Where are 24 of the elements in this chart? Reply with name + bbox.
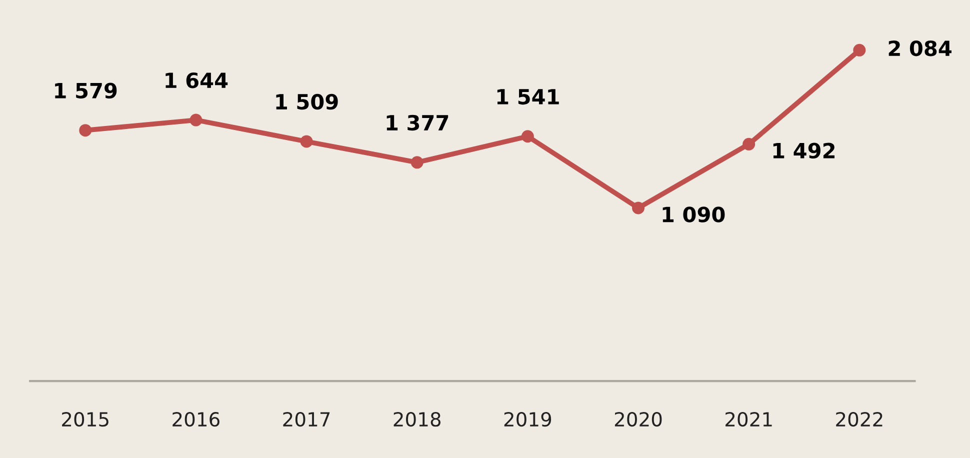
x-tick-label: 2015 xyxy=(62,412,108,427)
x-tick-label: 2019 xyxy=(504,412,552,427)
data-label: 1 509 xyxy=(276,94,338,110)
x-tick-label: 2017 xyxy=(283,412,330,427)
x-tick-label: 2020 xyxy=(614,412,662,427)
point xyxy=(521,130,534,143)
point xyxy=(79,124,92,137)
x-tick-label: 2022 xyxy=(836,412,882,427)
data-label: 1 492 xyxy=(773,142,834,159)
point xyxy=(300,135,313,148)
data-label: 1 579 xyxy=(55,82,117,99)
x-tick-label: 2018 xyxy=(394,412,441,427)
point xyxy=(410,156,424,169)
data-label: 1 377 xyxy=(386,114,448,131)
x-tick-label: 2016 xyxy=(172,412,220,427)
data-label: 2 084 xyxy=(888,40,952,56)
point xyxy=(632,202,645,214)
data-label: 1 541 xyxy=(497,89,559,105)
point xyxy=(853,44,866,56)
point xyxy=(190,114,202,126)
x-tick-label: 2021 xyxy=(726,412,772,427)
point xyxy=(742,138,756,150)
data-label: 1 644 xyxy=(166,72,228,88)
data-label: 1 090 xyxy=(662,206,725,222)
